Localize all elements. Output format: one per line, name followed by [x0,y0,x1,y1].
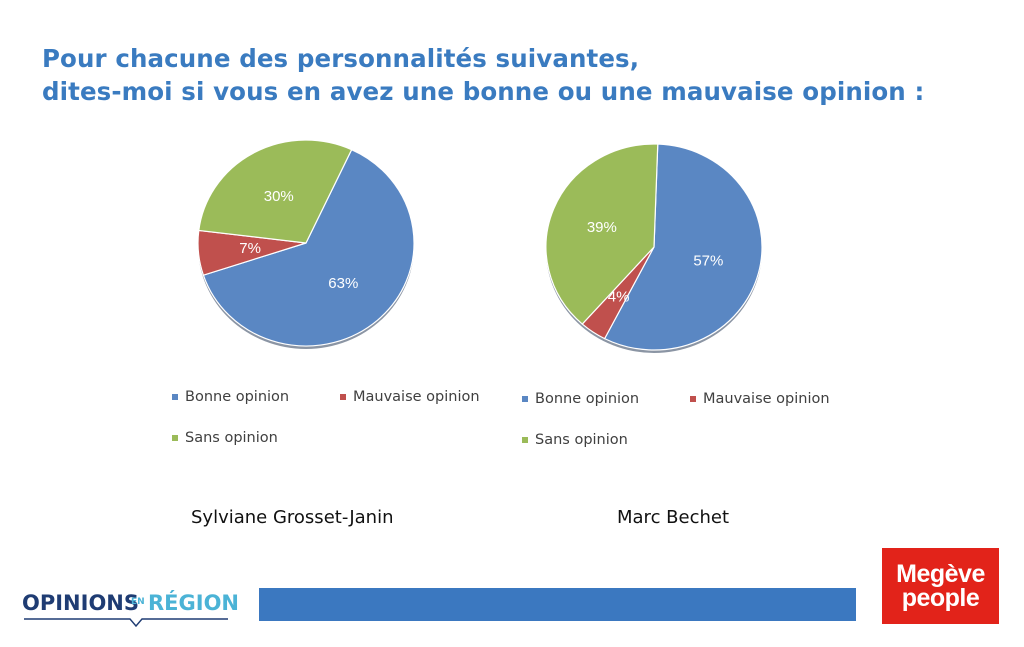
slice-label-bonne-opinion: 63% [328,275,358,292]
pie-slice-bonne-opinion [202,148,415,347]
slice-label-sans-opinion: 30% [264,188,294,205]
slice-label-bonne-opinion: 57% [693,253,723,270]
logo-line-2: people [901,584,980,612]
logo-part-opinions: OPINIONS [22,591,139,615]
legend-label: Mauvaise opinion [703,391,830,407]
legend-swatch-bonne [522,396,528,402]
logo-line-1: Megève [896,560,985,588]
slice-label-sans-opinion: 39% [587,219,617,236]
caption-bechet: Marc Bechet [617,507,730,528]
legend-label: Mauvaise opinion [353,389,480,405]
logo-underline-bubble [24,618,228,628]
legend-swatch-mauvaise [690,396,696,402]
opinions-en-region-logo: OPINIONS EN RÉGION [22,585,242,633]
title-line-2: dites-moi si vous en avez une bonne ou u… [42,77,925,106]
slide-title: Pour chacune des personnalités suivantes… [42,42,1012,108]
legend-label: Sans opinion [535,432,628,448]
slice-label-mauvaise-opinion: 7% [239,240,261,257]
title-line-1: Pour chacune des personnalités suivantes… [42,44,640,73]
logo-part-region: RÉGION [148,591,239,615]
legend-label: Bonne opinion [185,389,290,405]
pie-chart-bechet: 57% 4% 39% [545,143,763,353]
logo-part-en: EN [131,597,145,607]
legend-item-sans: Sans opinion [172,430,278,446]
legend-item-sans: Sans opinion [522,432,628,448]
legend-label: Bonne opinion [535,391,640,407]
legend-item-bonne: Bonne opinion [522,391,639,407]
footer-bar [259,588,856,621]
caption-grosset-janin: Sylviane Grosset-Janin [191,507,394,528]
slice-label-mauvaise-opinion: 4% [608,288,630,305]
legend-swatch-bonne [172,394,178,400]
legend-item-mauvaise: Mauvaise opinion [340,389,480,405]
legend-item-mauvaise: Mauvaise opinion [690,391,830,407]
pie-chart-grosset-janin: 63% 7% 30% [197,139,415,349]
pie-slice-bonne-opinion [603,143,763,351]
legend-swatch-sans [172,435,178,441]
legend-label: Sans opinion [185,430,278,446]
pie-slice-sans-opinion [545,143,659,325]
megeve-people-logo: Megève people [882,548,999,624]
legend-swatch-sans [522,437,528,443]
legend-item-bonne: Bonne opinion [172,389,289,405]
pie-slice-sans-opinion [198,139,353,244]
legend-swatch-mauvaise [340,394,346,400]
